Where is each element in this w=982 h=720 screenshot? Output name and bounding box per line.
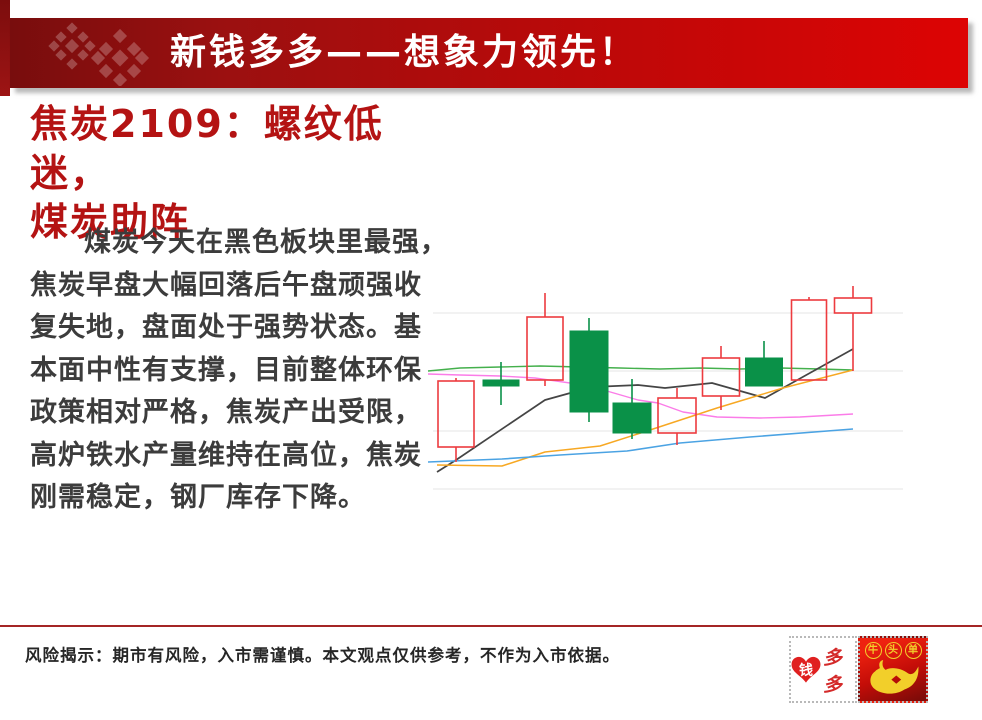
qianduoduo-logo-stamp: 钱 多多 <box>789 636 857 703</box>
bull-head-icon <box>870 660 919 694</box>
header-banner: 新钱多多——想象力领先！ <box>10 18 968 88</box>
candle-body-up <box>526 316 564 381</box>
banner-title: 新钱多多——想象力领先！ <box>170 32 639 73</box>
candlestick-chart <box>425 270 910 505</box>
candle-body-up <box>701 357 741 397</box>
heart-icon: 钱 <box>791 656 821 684</box>
body-line: 焦炭早盘大幅回落后午盘顽强收 <box>30 269 422 301</box>
candle-body-up <box>657 397 697 434</box>
body-line: 高炉铁水产量维持在高位，焦炭 <box>30 439 422 471</box>
niutoudan-char: 单 <box>904 642 922 659</box>
body-line: 政策相对严格，焦炭产出受限， <box>30 397 422 428</box>
body-line: 复失地，盘面处于强势状态。基 <box>30 312 422 343</box>
footer-divider <box>0 625 982 627</box>
body-paragraph: 煤炭今天在黑色板块里最强， 焦炭早盘大幅回落后午盘顽强收 复失地，盘面处于强势状… <box>30 222 448 520</box>
niutoudan-title: 牛 头 单 <box>864 642 922 659</box>
lattice-diamond-pattern-icon <box>48 22 150 86</box>
candle-body-up <box>437 380 475 448</box>
candle-body-down <box>612 402 652 434</box>
risk-disclaimer: 风险揭示：期市有风险，入市需谨慎。本文观点仅供参考，不作为入市依据。 <box>25 646 620 665</box>
duoduo-text: 多多 <box>823 646 842 696</box>
candle-body-up <box>790 299 828 381</box>
candle-body-down <box>482 379 520 387</box>
slide-title-line2: 煤炭助阵 <box>30 200 191 244</box>
niutoudan-char: 牛 <box>864 642 882 659</box>
slide-title-line1: 焦炭2109：螺纹低迷， <box>30 102 384 195</box>
left-accent-bar <box>0 0 10 96</box>
ma-dark <box>436 348 854 473</box>
body-line: 刚需稳定，钢厂库存下降。 <box>30 482 366 513</box>
candle-body-up <box>833 297 873 314</box>
body-line: 本面中性有支撑，目前整体环保 <box>30 354 422 386</box>
ma-pink <box>427 373 854 419</box>
niutoudan-logo-stamp: 牛 头 单 <box>858 636 928 703</box>
ma-green <box>427 365 854 372</box>
slide-title: 焦炭2109：螺纹低迷， 煤炭助阵 <box>30 100 460 247</box>
niutoudan-char: 头 <box>884 642 902 659</box>
ma-blue <box>427 428 854 463</box>
candle-body-down <box>569 330 609 413</box>
ma-orange <box>436 369 854 467</box>
body-line: 煤炭今天在黑色板块里最强， <box>84 227 448 258</box>
candle-body-down <box>745 357 783 387</box>
heart-char: 钱 <box>799 662 813 679</box>
